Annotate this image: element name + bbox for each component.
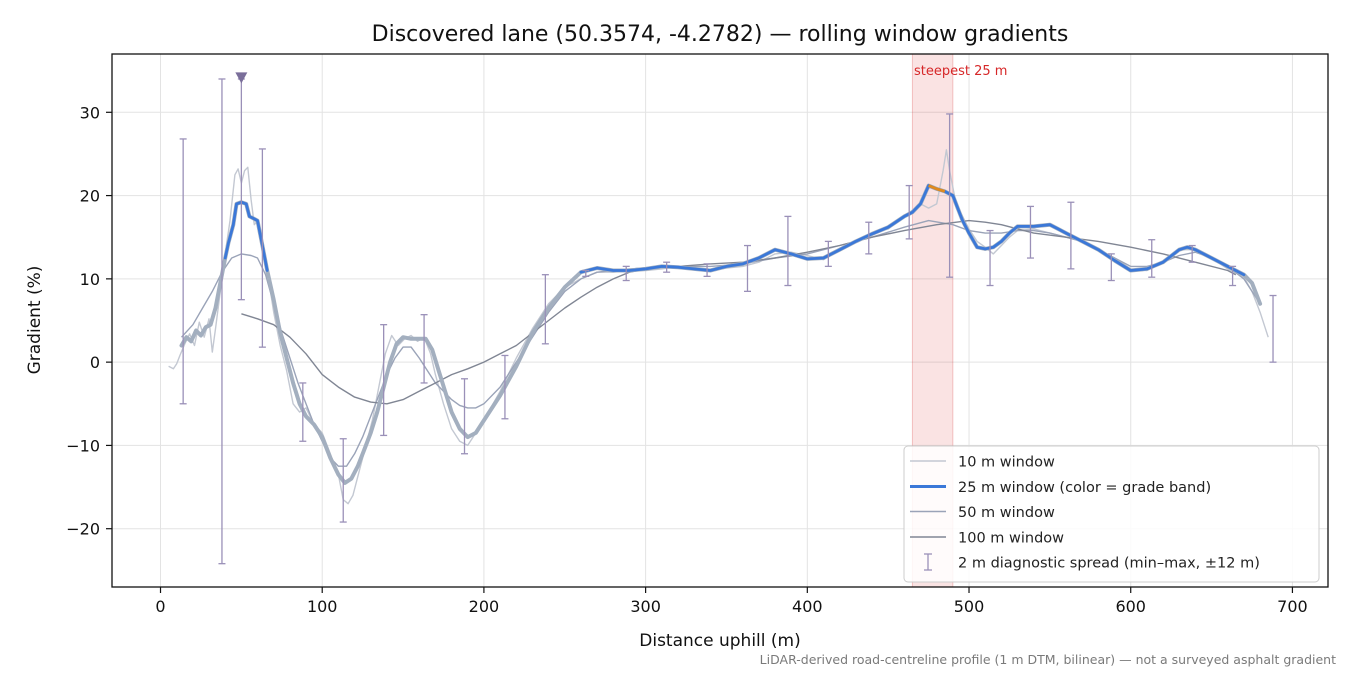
legend-entry: 50 m window: [910, 505, 1055, 521]
legend-label: 25 m window (color = grade band): [958, 480, 1211, 496]
error-bar: [1026, 205, 1034, 259]
error-bar: [1148, 239, 1156, 278]
error-bar: [582, 269, 590, 278]
legend-label: 2 m diagnostic spread (min–max, ±12 m): [958, 556, 1260, 572]
legend-entry: 100 m window: [910, 531, 1064, 547]
error-bar: [299, 382, 307, 442]
legend-series-name: 25 m window: [958, 480, 1055, 496]
error-bar: [703, 263, 711, 278]
error-bar: [1107, 253, 1115, 282]
error-bar: [663, 261, 671, 273]
legend-entry: 2 m diagnostic spread (min–max, ±12 m): [924, 553, 1260, 572]
error-bar: [784, 215, 792, 287]
series-25m-band-segment: [579, 184, 1246, 277]
y-tick-label: −10: [66, 436, 100, 455]
x-tick-label: 600: [1115, 597, 1146, 616]
x-tick-label: 100: [307, 597, 338, 616]
error-bar: [865, 221, 873, 255]
errorbar-layer: [179, 78, 1277, 565]
x-tick-label: 500: [954, 597, 985, 616]
error-bar: [622, 265, 630, 282]
legend-label: 10 m window: [958, 455, 1055, 471]
error-bar: [824, 240, 832, 268]
y-tick-label: 20: [80, 187, 100, 206]
errorbar-swatch: [924, 553, 932, 571]
error-bar: [339, 438, 347, 523]
error-bar: [1188, 244, 1196, 263]
error-bar: [501, 354, 509, 420]
x-tick-label: 200: [469, 597, 500, 616]
error-bar: [946, 113, 954, 278]
y-tick-label: −20: [66, 520, 100, 539]
y-axis-label: Gradient (%): [25, 266, 45, 375]
series-25m-band-segment: [223, 200, 269, 272]
error-bar: [461, 378, 469, 455]
footnote: LiDAR-derived road-centreline profile (1…: [760, 652, 1336, 667]
legend-label: 50 m window: [958, 505, 1055, 521]
x-tick-label: 700: [1277, 597, 1308, 616]
x-axis: 0 100 200 300 400 500 600 700: [155, 587, 1308, 616]
error-bar: [1269, 294, 1277, 363]
steepest-label: steepest 25 m: [914, 64, 1007, 79]
error-bar: [1067, 201, 1075, 270]
legend-box: [903, 445, 1320, 583]
series-10-m-window: [168, 149, 1269, 505]
error-bar: [541, 274, 549, 345]
x-tick-label: 300: [630, 597, 661, 616]
error-bar: [420, 314, 428, 384]
peak-marker: [235, 72, 248, 84]
chart-title: Discovered lane (50.3574, -4.2782) — rol…: [372, 22, 1069, 47]
y-axis: −20 −10 0 10 20 30: [66, 103, 112, 539]
error-bar: [743, 244, 751, 293]
error-bar: [218, 78, 226, 565]
error-bar: [986, 229, 994, 287]
legend-series-note: color = grade band: [1065, 480, 1205, 496]
x-tick-label: 400: [792, 597, 823, 616]
y-tick-label: 10: [80, 270, 100, 289]
x-tick-label: 0: [155, 597, 165, 616]
marker-layer: [235, 72, 248, 84]
error-bar: [905, 184, 913, 240]
legend-entry: 25 m window (color = grade band): [910, 480, 1211, 496]
x-axis-label: Distance uphill (m): [639, 631, 800, 651]
error-bar: [179, 138, 187, 405]
error-bar: [380, 324, 388, 437]
error-bar: [1229, 265, 1237, 287]
plot-frame: [111, 53, 1329, 588]
y-tick-label: 0: [90, 353, 100, 372]
grid: [112, 54, 1328, 587]
series-25m-steep-segment: [928, 184, 946, 193]
legend-label: 100 m window: [958, 531, 1064, 547]
legend-entry: 10 m window: [910, 455, 1055, 471]
error-bar: [258, 148, 266, 348]
y-tick-label: 30: [80, 103, 100, 122]
legend: 10 m window 25 m window (color = grade b…: [903, 445, 1320, 583]
